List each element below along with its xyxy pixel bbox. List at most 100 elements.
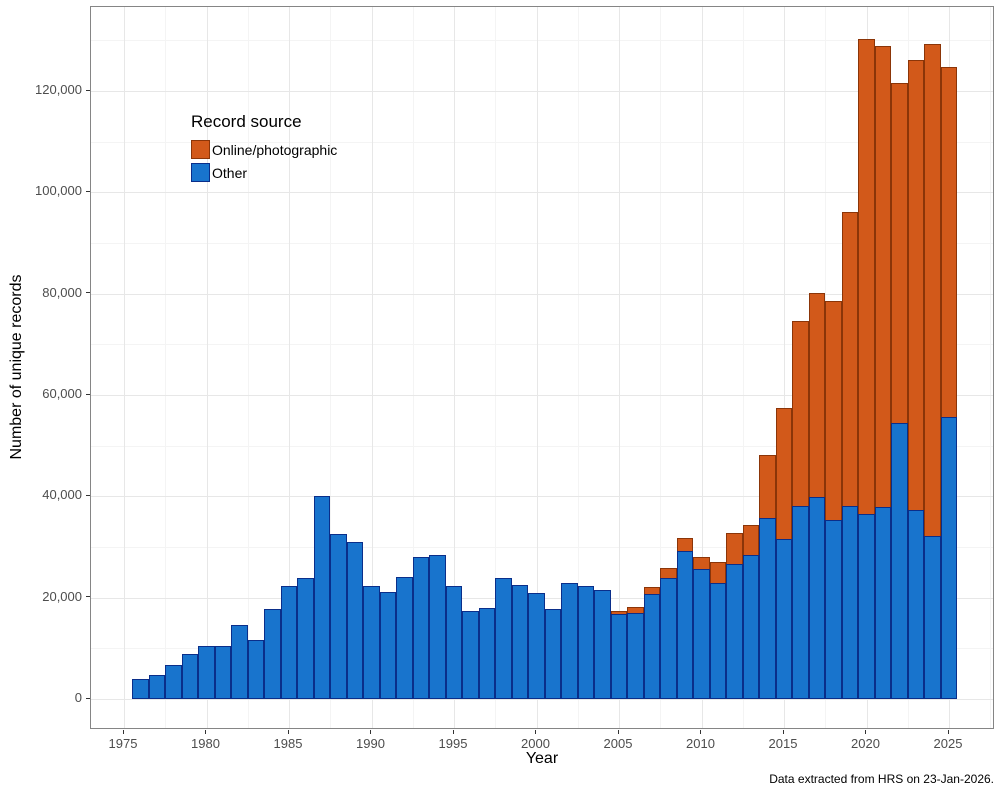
bar-segment-online-photographic-2016: [792, 321, 809, 506]
bar-segment-other-2003: [577, 586, 595, 699]
y-axis-title: Number of unique records: [8, 274, 25, 460]
bar-segment-other-2014: [759, 518, 776, 699]
gridline-major-x: [124, 7, 125, 728]
gridline-minor-x: [990, 7, 992, 728]
gridline-minor-y: [91, 547, 993, 548]
bar-segment-other-2013: [742, 555, 760, 699]
bar-segment-other-1981: [214, 645, 232, 699]
bar-segment-other-1995: [445, 586, 463, 699]
bar-segment-online-photographic-2019: [841, 211, 859, 507]
gridline-major-x: [536, 7, 538, 728]
legend: Record source Online/photographic Other: [191, 112, 337, 184]
gridline-minor-y: [91, 445, 993, 447]
bar-segment-other-1998: [495, 578, 512, 699]
x-tick-mark: [617, 730, 619, 734]
y-tick-label: 60,000: [42, 386, 82, 401]
bar-segment-online-photographic-2021: [874, 46, 892, 507]
x-tick-mark: [370, 730, 371, 734]
y-tick-label: 100,000: [35, 183, 82, 199]
bar-segment-other-1978: [165, 665, 182, 699]
gridline-minor-x: [247, 7, 249, 728]
bar-segment-online-photographic-2012: [726, 532, 743, 564]
x-tick-label: 1980: [191, 736, 220, 751]
gridline-minor-x: [495, 7, 497, 728]
x-tick-mark: [865, 730, 866, 734]
y-tick-mark: [86, 190, 90, 192]
bar-segment-online-photographic-2025: [940, 66, 958, 417]
bar-segment-other-1993: [412, 557, 430, 699]
x-axis-title: Year: [525, 750, 559, 767]
gridline-minor-y: [91, 141, 993, 143]
x-tick-label: 2010: [686, 736, 715, 751]
bar-segment-other-2021: [874, 506, 892, 699]
plot-panel: [90, 6, 994, 729]
bar-segment-other-2011: [709, 583, 727, 699]
bar-segment-other-2015: [775, 539, 793, 699]
bar-segment-other-2001: [544, 608, 562, 699]
legend-key-online-photographic: [191, 140, 210, 159]
bar-segment-online-photographic-2011: [709, 561, 727, 584]
legend-label-online-photographic: Online/photographic: [212, 141, 338, 158]
y-tick-label: 120,000: [35, 82, 82, 97]
bar-segment-other-2022: [891, 423, 908, 699]
x-tick-label: 2025: [933, 736, 963, 751]
bar-segment-online-photographic-2018: [825, 300, 842, 521]
gridline-major-y: [91, 91, 993, 92]
y-tick-mark: [86, 697, 90, 699]
gridline-minor-x: [660, 7, 662, 728]
x-tick-label: 1990: [356, 736, 385, 751]
bar-segment-online-photographic-2023: [907, 60, 925, 510]
gridline-major-x: [289, 7, 290, 728]
bar-segment-other-2005: [610, 613, 628, 699]
x-tick-mark: [122, 730, 124, 734]
bar-segment-other-1987: [313, 496, 331, 699]
bar-segment-online-photographic-2020: [858, 39, 875, 514]
bar-segment-other-1989: [346, 542, 364, 699]
gridline-major-x: [701, 7, 703, 728]
legend-label-other: Other: [212, 164, 248, 181]
gridline-minor-x: [165, 7, 167, 728]
bar-segment-online-photographic-2013: [742, 524, 760, 556]
gridline-minor-y: [91, 40, 993, 42]
bar-segment-online-photographic-2009: [676, 538, 694, 552]
bar-segment-other-1979: [181, 653, 199, 699]
bar-segment-other-1994: [429, 554, 446, 699]
gridline-minor-x: [742, 7, 744, 728]
bar-segment-other-2024: [924, 535, 941, 699]
x-tick-label: 1985: [273, 736, 303, 751]
x-tick-mark: [535, 730, 536, 734]
bar-segment-other-2010: [693, 569, 710, 699]
bar-segment-other-2002: [561, 583, 578, 699]
legend-item-other: Other: [191, 161, 337, 184]
y-tick-mark: [86, 393, 90, 395]
bar-segment-other-1986: [297, 578, 314, 699]
bar-segment-other-1983: [247, 640, 265, 699]
bar-segment-other-1976: [132, 679, 149, 699]
y-tick-label: 80,000: [42, 284, 82, 300]
y-tick-label: 0: [74, 690, 82, 705]
legend-key-other: [191, 163, 210, 182]
gridline-minor-x: [577, 7, 579, 728]
bar-segment-other-1985: [280, 586, 298, 699]
x-tick-label: 2015: [768, 736, 798, 751]
y-tick-mark: [86, 292, 90, 294]
x-tick-mark: [947, 730, 949, 734]
bar-segment-other-2025: [940, 416, 958, 699]
gridline-major-x: [206, 7, 208, 728]
bar-segment-other-1991: [379, 591, 397, 699]
bar-segment-other-2007: [643, 593, 661, 699]
bar-segment-online-photographic-2010: [693, 557, 710, 570]
gridline-major-x: [784, 7, 785, 728]
bar-segment-other-1999: [511, 585, 529, 699]
x-tick-mark: [782, 730, 784, 734]
bar-segment-other-1984: [264, 609, 281, 699]
bar-segment-other-1977: [148, 675, 166, 699]
bar-segment-other-2019: [841, 506, 859, 699]
bar-segment-online-photographic-2006: [627, 606, 644, 614]
y-tick-mark: [86, 89, 90, 91]
bar-segment-other-1988: [330, 534, 347, 699]
gridline-major-y: [91, 192, 993, 194]
x-tick-mark: [287, 730, 289, 734]
gridline-major-y: [91, 395, 993, 396]
